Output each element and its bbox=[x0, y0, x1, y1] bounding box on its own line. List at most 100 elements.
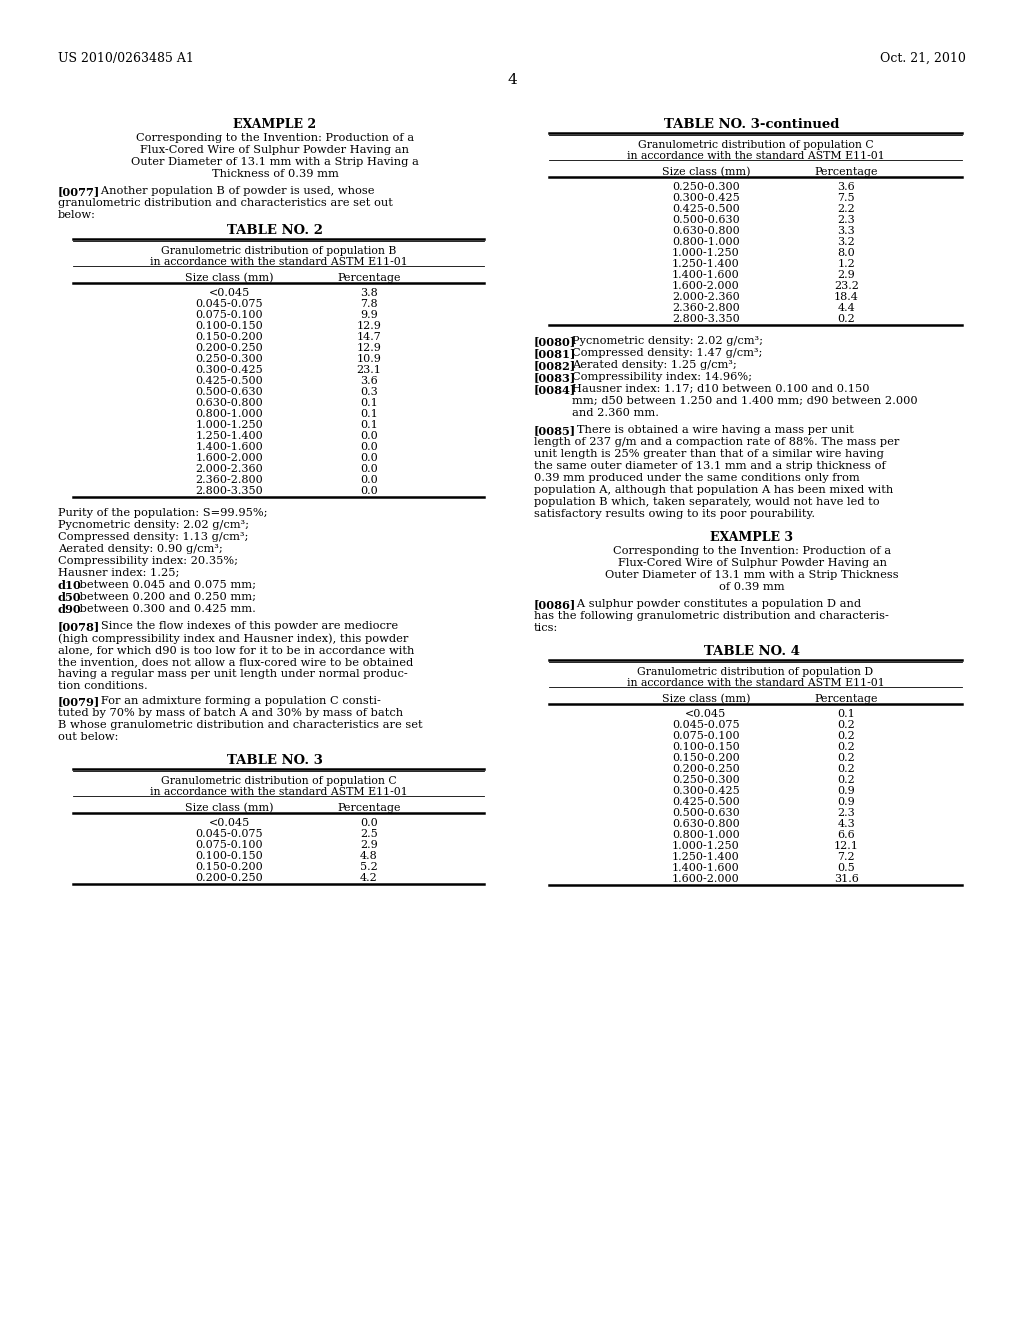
Text: A sulphur powder constitutes a population D and: A sulphur powder constitutes a populatio… bbox=[566, 599, 861, 609]
Text: 2.800-3.350: 2.800-3.350 bbox=[672, 314, 739, 323]
Text: 2.000-2.360: 2.000-2.360 bbox=[196, 465, 263, 474]
Text: Purity of the population: S=99.95%;: Purity of the population: S=99.95%; bbox=[58, 508, 267, 517]
Text: Aerated density: 0.90 g/cm³;: Aerated density: 0.90 g/cm³; bbox=[58, 544, 223, 554]
Text: 1.600-2.000: 1.600-2.000 bbox=[672, 874, 739, 884]
Text: 2.5: 2.5 bbox=[360, 829, 378, 840]
Text: EXAMPLE 3: EXAMPLE 3 bbox=[711, 531, 794, 544]
Text: Oct. 21, 2010: Oct. 21, 2010 bbox=[880, 51, 966, 65]
Text: 1.250-1.400: 1.250-1.400 bbox=[672, 259, 739, 269]
Text: in accordance with the standard ASTM E11-01: in accordance with the standard ASTM E11… bbox=[627, 678, 885, 688]
Text: tion conditions.: tion conditions. bbox=[58, 681, 147, 690]
Text: Thickness of 0.39 mm: Thickness of 0.39 mm bbox=[212, 169, 339, 180]
Text: 0.075-0.100: 0.075-0.100 bbox=[672, 731, 739, 741]
Text: TABLE NO. 3-continued: TABLE NO. 3-continued bbox=[665, 117, 840, 131]
Text: 0.800-1.000: 0.800-1.000 bbox=[672, 238, 739, 247]
Text: in accordance with the standard ASTM E11-01: in accordance with the standard ASTM E11… bbox=[150, 787, 408, 797]
Text: 23.1: 23.1 bbox=[356, 366, 381, 375]
Text: For an admixture forming a population C consti-: For an admixture forming a population C … bbox=[90, 696, 381, 706]
Text: Hausner index: 1.17; d10 between 0.100 and 0.150: Hausner index: 1.17; d10 between 0.100 a… bbox=[572, 384, 869, 393]
Text: 0.630-0.800: 0.630-0.800 bbox=[672, 226, 739, 236]
Text: 0.5: 0.5 bbox=[838, 863, 855, 873]
Text: 1.2: 1.2 bbox=[838, 259, 855, 269]
Text: unit length is 25% greater than that of a similar wire having: unit length is 25% greater than that of … bbox=[534, 449, 884, 459]
Text: Granulometric distribution of population C: Granulometric distribution of population… bbox=[161, 776, 396, 785]
Text: 1.250-1.400: 1.250-1.400 bbox=[672, 851, 739, 862]
Text: 0.045-0.075: 0.045-0.075 bbox=[196, 829, 263, 840]
Text: 0.0: 0.0 bbox=[360, 442, 378, 451]
Text: Since the flow indexes of this powder are mediocre: Since the flow indexes of this powder ar… bbox=[90, 620, 398, 631]
Text: 1.400-1.600: 1.400-1.600 bbox=[672, 863, 739, 873]
Text: <0.045: <0.045 bbox=[209, 818, 250, 828]
Text: Another population B of powder is used, whose: Another population B of powder is used, … bbox=[90, 186, 375, 195]
Text: 0.800-1.000: 0.800-1.000 bbox=[196, 409, 263, 418]
Text: 0.300-0.425: 0.300-0.425 bbox=[196, 366, 263, 375]
Text: 23.2: 23.2 bbox=[834, 281, 859, 290]
Text: 2.9: 2.9 bbox=[360, 840, 378, 850]
Text: Corresponding to the Invention: Production of a: Corresponding to the Invention: Producti… bbox=[613, 546, 891, 556]
Text: [0085]: [0085] bbox=[534, 425, 577, 436]
Text: 0.0: 0.0 bbox=[360, 432, 378, 441]
Text: EXAMPLE 2: EXAMPLE 2 bbox=[233, 117, 316, 131]
Text: 0.2: 0.2 bbox=[838, 742, 855, 752]
Text: d50: d50 bbox=[58, 591, 82, 603]
Text: TABLE NO. 2: TABLE NO. 2 bbox=[227, 224, 323, 238]
Text: has the following granulometric distribution and characteris-: has the following granulometric distribu… bbox=[534, 611, 889, 620]
Text: 0.100-0.150: 0.100-0.150 bbox=[196, 321, 263, 331]
Text: the invention, does not allow a flux-cored wire to be obtained: the invention, does not allow a flux-cor… bbox=[58, 657, 414, 667]
Text: 8.0: 8.0 bbox=[838, 248, 855, 257]
Text: Pycnometric density: 2.02 g/cm³;: Pycnometric density: 2.02 g/cm³; bbox=[58, 520, 249, 531]
Text: 0.100-0.150: 0.100-0.150 bbox=[672, 742, 739, 752]
Text: [0078]: [0078] bbox=[58, 620, 100, 632]
Text: 0.800-1.000: 0.800-1.000 bbox=[672, 830, 739, 840]
Text: Size class (mm): Size class (mm) bbox=[662, 694, 751, 705]
Text: 0.2: 0.2 bbox=[838, 719, 855, 730]
Text: 0.200-0.250: 0.200-0.250 bbox=[196, 343, 263, 352]
Text: 1.400-1.600: 1.400-1.600 bbox=[196, 442, 263, 451]
Text: 3.3: 3.3 bbox=[838, 226, 855, 236]
Text: 1.000-1.250: 1.000-1.250 bbox=[672, 248, 739, 257]
Text: 0.425-0.500: 0.425-0.500 bbox=[672, 797, 739, 807]
Text: 0.045-0.075: 0.045-0.075 bbox=[672, 719, 739, 730]
Text: 0.0: 0.0 bbox=[360, 475, 378, 484]
Text: of 0.39 mm: of 0.39 mm bbox=[719, 582, 784, 591]
Text: 0.500-0.630: 0.500-0.630 bbox=[196, 387, 263, 397]
Text: Aerated density: 1.25 g/cm³;: Aerated density: 1.25 g/cm³; bbox=[572, 360, 736, 370]
Text: out below:: out below: bbox=[58, 733, 119, 742]
Text: TABLE NO. 4: TABLE NO. 4 bbox=[705, 645, 800, 657]
Text: 2.800-3.350: 2.800-3.350 bbox=[196, 486, 263, 496]
Text: 2.3: 2.3 bbox=[838, 808, 855, 818]
Text: 1.600-2.000: 1.600-2.000 bbox=[672, 281, 739, 290]
Text: in accordance with the standard ASTM E11-01: in accordance with the standard ASTM E11… bbox=[150, 257, 408, 267]
Text: 3.6: 3.6 bbox=[838, 182, 855, 191]
Text: Compressed density: 1.47 g/cm³;: Compressed density: 1.47 g/cm³; bbox=[572, 348, 763, 358]
Text: having a regular mass per unit length under normal produc-: having a regular mass per unit length un… bbox=[58, 669, 408, 678]
Text: length of 237 g/m and a compaction rate of 88%. The mass per: length of 237 g/m and a compaction rate … bbox=[534, 437, 899, 447]
Text: 0.0: 0.0 bbox=[360, 453, 378, 463]
Text: 7.5: 7.5 bbox=[838, 193, 855, 203]
Text: 0.150-0.200: 0.150-0.200 bbox=[196, 333, 263, 342]
Text: 3.8: 3.8 bbox=[360, 288, 378, 298]
Text: between 0.200 and 0.250 mm;: between 0.200 and 0.250 mm; bbox=[76, 591, 256, 602]
Text: 5.2: 5.2 bbox=[360, 862, 378, 873]
Text: 0.150-0.200: 0.150-0.200 bbox=[196, 862, 263, 873]
Text: [0081]: [0081] bbox=[534, 348, 577, 359]
Text: 0.9: 0.9 bbox=[838, 785, 855, 796]
Text: 4.3: 4.3 bbox=[838, 818, 855, 829]
Text: Granulometric distribution of population C: Granulometric distribution of population… bbox=[638, 140, 873, 150]
Text: tics:: tics: bbox=[534, 623, 558, 634]
Text: 0.2: 0.2 bbox=[838, 775, 855, 785]
Text: 12.9: 12.9 bbox=[356, 321, 381, 331]
Text: (high compressibility index and Hausner index), this powder: (high compressibility index and Hausner … bbox=[58, 634, 409, 644]
Text: between 0.300 and 0.425 mm.: between 0.300 and 0.425 mm. bbox=[76, 605, 256, 614]
Text: 2.360-2.800: 2.360-2.800 bbox=[672, 304, 739, 313]
Text: 6.6: 6.6 bbox=[838, 830, 855, 840]
Text: <0.045: <0.045 bbox=[685, 709, 727, 719]
Text: 4: 4 bbox=[507, 73, 517, 87]
Text: tuted by 70% by mass of batch A and 30% by mass of batch: tuted by 70% by mass of batch A and 30% … bbox=[58, 708, 403, 718]
Text: 0.425-0.500: 0.425-0.500 bbox=[672, 205, 739, 214]
Text: Size class (mm): Size class (mm) bbox=[185, 273, 273, 284]
Text: 1.250-1.400: 1.250-1.400 bbox=[196, 432, 263, 441]
Text: Percentage: Percentage bbox=[815, 168, 879, 177]
Text: 2.000-2.360: 2.000-2.360 bbox=[672, 292, 739, 302]
Text: 7.2: 7.2 bbox=[838, 851, 855, 862]
